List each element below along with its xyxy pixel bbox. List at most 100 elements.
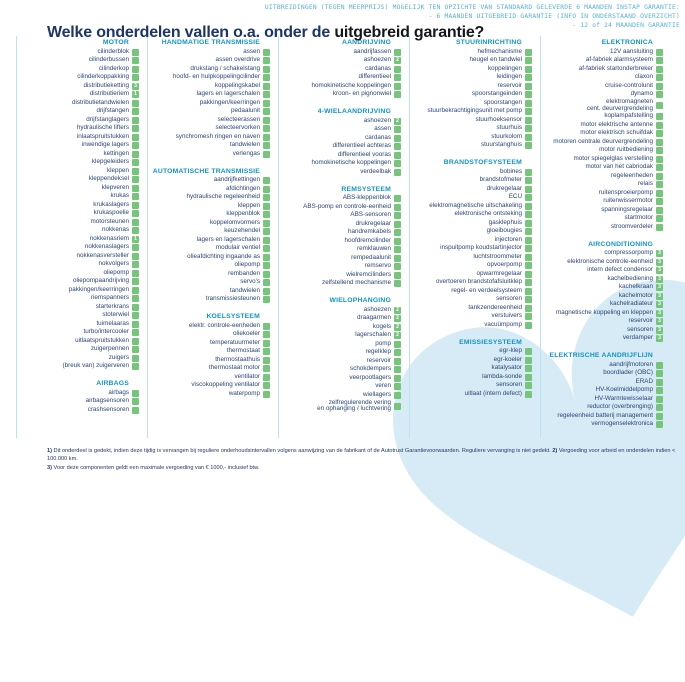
part-label: heugel en tandwiel <box>469 56 522 64</box>
section-4-wielaandrijving: 4-WIELAANDRIJVING ashoezen 2 assen cardanas d… <box>282 108 401 177</box>
part-row: injectoren <box>413 236 532 245</box>
part-row: thermostaat <box>151 348 270 357</box>
part-label: (breuk van) zuigerveren <box>62 362 130 370</box>
coverage-checkbox: 3 <box>656 267 663 275</box>
part-label: cilinderbussen <box>88 56 129 64</box>
parts-column-1: MOTOR cilinderblok cilinderbussen cilinderk… <box>16 36 147 439</box>
coverage-checkbox <box>263 331 270 339</box>
part-row: spanningsregelaar <box>544 206 663 215</box>
part-row: lagers en lagerschalen <box>151 236 270 245</box>
part-label: relais <box>637 180 653 188</box>
section-header: ELEKTRONICA <box>601 39 653 46</box>
part-label: sensoren <box>627 325 653 333</box>
part-row: motor van het cabriodak <box>544 164 663 173</box>
coverage-checkbox <box>394 168 401 176</box>
part-label: crashsensoren <box>87 405 129 413</box>
coverage-checkbox <box>263 296 270 304</box>
coverage-checkbox <box>132 176 139 184</box>
part-label: af-fabriek startonderbreker <box>578 64 653 72</box>
part-label: dynamo <box>630 90 653 98</box>
part-label: cardanas <box>365 133 391 141</box>
part-row: temperatuurmeter <box>151 339 270 348</box>
footnote-line: 1) Dit onderdeel is gedekt, indien deze … <box>47 447 681 464</box>
part-row: reductor (overbrenging) <box>544 404 663 413</box>
part-row: compressorpomp 3 <box>544 250 663 259</box>
part-row: tandwielen <box>151 142 270 151</box>
coverage-checkbox <box>394 229 401 237</box>
part-label: afdichtingen <box>226 184 260 192</box>
part-row: af-fabriek startonderbreker <box>544 65 663 74</box>
section-airconditioning: AIRCONDITIONING compressorpomp 3 elektronis… <box>544 241 663 344</box>
coverage-checkbox <box>656 147 663 155</box>
parts-column-4: STUURINRICHTING hefmechanisme heugel en ta… <box>409 36 540 439</box>
part-row: regelklep <box>282 349 401 358</box>
page-title-highlight: uitgebreid garantie? <box>334 24 485 41</box>
part-row: assen <box>282 126 401 135</box>
part-label: elektronische controle-eenheid <box>567 257 653 265</box>
part-label: veerpootlagers <box>349 373 391 381</box>
part-row: kleppen <box>20 167 139 176</box>
section-remsysteem: REMSYSTEEM ABS-kleppenblok ABS-pomp en con… <box>282 186 401 289</box>
part-row: ashoezen 2 <box>282 306 401 315</box>
part-row: aandrijfmotoren <box>544 361 663 370</box>
coverage-checkbox <box>525 382 532 390</box>
coverage-checkbox <box>132 65 139 73</box>
coverage-checkbox <box>132 227 139 235</box>
part-row: kettingen <box>20 150 139 159</box>
coverage-checkbox: 2 <box>394 332 401 340</box>
part-row: oliepomp <box>20 269 139 278</box>
part-row: cruise-controlunit <box>544 82 663 91</box>
part-row: elektronische ontsteking <box>413 211 532 220</box>
part-row: elektromagnetische uitschakeling <box>413 202 532 211</box>
part-label: differentieel vooras <box>337 150 391 158</box>
coverage-checkbox <box>263 253 270 261</box>
part-row: elektronische controle-eenheid 3 <box>544 258 663 267</box>
coverage-checkbox <box>132 116 139 124</box>
part-row: krukaslagers <box>20 201 139 210</box>
part-row: remservo <box>282 263 401 272</box>
part-row: elektr. controle-eenheden <box>151 322 270 331</box>
part-row: distributieketting 3 <box>20 82 139 91</box>
part-label: luchtstroommeter <box>473 252 522 260</box>
coverage-checkbox <box>525 185 532 193</box>
coverage-checkbox <box>525 365 532 373</box>
coverage-checkbox <box>263 57 270 65</box>
part-row: claxon <box>544 74 663 83</box>
part-label: ashoezen <box>363 305 391 313</box>
footnote-text: Voor deze componenten geldt een maximale… <box>53 464 260 471</box>
part-label: ABS-kleppenblok <box>342 194 391 202</box>
part-label: schokdempers <box>350 365 391 373</box>
coverage-checkbox <box>656 361 663 369</box>
part-row: sensoren <box>413 296 532 305</box>
coverage-checkbox: 3 <box>656 335 663 343</box>
part-row: boordlader (OBC) <box>544 370 663 379</box>
part-label: opwarmregelaar <box>476 269 523 277</box>
part-row: kachelkraan 3 <box>544 284 663 293</box>
part-label: thermostaathuis <box>215 355 260 363</box>
part-row: distributieriem 1 <box>20 91 139 100</box>
coverage-checkbox <box>525 236 532 244</box>
section-elektronica: ELEKTRONICA 12V aansluiting af-fabriek ala… <box>544 39 663 232</box>
part-label: vermogenselektronica <box>591 420 653 428</box>
part-row: koppelingen <box>413 65 532 74</box>
part-label: rempedaalunit <box>351 253 391 261</box>
coverage-checkbox <box>656 206 663 214</box>
part-row: verdamper 3 <box>544 335 663 344</box>
coverage-checkbox <box>132 184 139 192</box>
section-header: HANDMATIGE TRANSMISSIE <box>161 39 260 46</box>
coverage-checkbox <box>525 270 532 278</box>
part-row: draagarmen 2 <box>282 315 401 324</box>
part-row: cilinderbussen <box>20 57 139 66</box>
part-label: differentieel <box>358 73 391 81</box>
part-row: sensoren 3 <box>544 326 663 335</box>
coverage-checkbox <box>525 296 532 304</box>
coverage-checkbox: 3 <box>656 301 663 309</box>
part-row: opvoerpomp <box>413 262 532 271</box>
part-label: katalysator <box>491 364 522 372</box>
part-label: ashoezen <box>363 116 391 124</box>
part-label: regeleenheid batterij management <box>557 411 653 419</box>
part-label: thermostaat motor <box>208 364 260 372</box>
part-label: ECU <box>508 193 522 201</box>
part-label: kleppenblok <box>226 210 260 218</box>
part-label: drijfstanglagers <box>86 115 129 123</box>
